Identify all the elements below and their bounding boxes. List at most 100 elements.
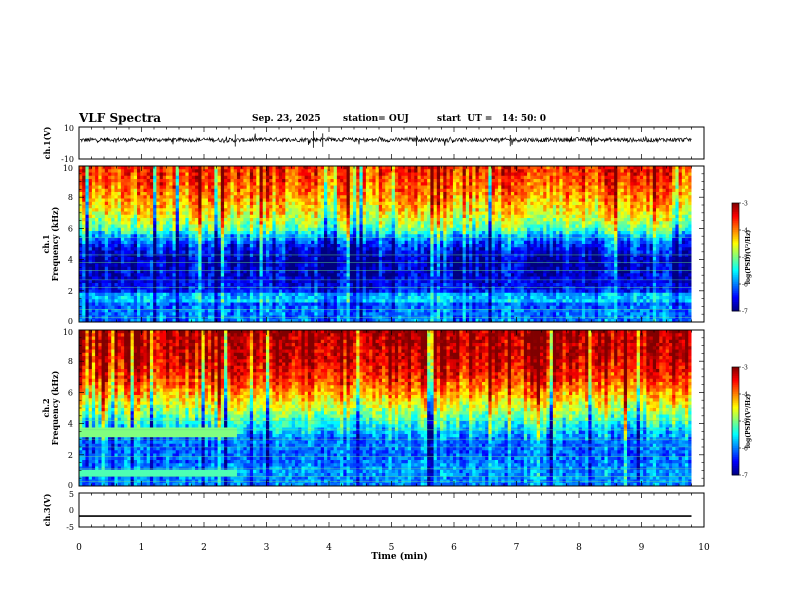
psd-cell (121, 176, 125, 180)
psd-cell (176, 251, 180, 255)
psd-cell (343, 202, 347, 206)
psd-cell (263, 306, 267, 310)
psd-cell (153, 260, 157, 264)
psd-cell (388, 208, 392, 212)
psd-cell (247, 228, 251, 232)
psd-cell (359, 257, 363, 261)
psd-cell (224, 182, 228, 186)
psd-cell (137, 247, 141, 251)
psd-cell (363, 244, 367, 248)
psd-cell (131, 234, 135, 238)
psd-cell (118, 182, 122, 186)
psd-cell (82, 264, 86, 268)
psd-cell (243, 179, 247, 183)
psd-cell (260, 286, 264, 290)
psd-cell (89, 195, 93, 199)
psd-cell (240, 192, 244, 196)
psd-cell (359, 247, 363, 251)
psd-cell (131, 296, 135, 300)
psd-cell (211, 267, 215, 271)
psd-cell (208, 231, 212, 235)
psd-cell (382, 225, 386, 229)
psd-cell (231, 251, 235, 255)
psd-cell (211, 215, 215, 219)
psd-cell (153, 286, 157, 290)
psd-cell (108, 286, 112, 290)
psd-cell (95, 273, 99, 277)
psd-cell (124, 195, 128, 199)
psd-cell (298, 273, 302, 277)
psd-cell (195, 267, 199, 271)
psd-cell (108, 244, 112, 248)
psd-cell (169, 303, 173, 307)
psd-cell (114, 225, 118, 229)
psd-cell (108, 218, 112, 222)
psd-cell (337, 296, 341, 300)
psd-cell (356, 225, 360, 229)
psd-cell (179, 182, 183, 186)
psd-cell (379, 202, 383, 206)
psd-cell (156, 205, 160, 209)
psd-cell (269, 202, 273, 206)
psd-cell (247, 293, 251, 297)
psd-cell (285, 264, 289, 268)
psd-cell (156, 182, 160, 186)
psd-cell (205, 247, 209, 251)
psd-cell (211, 208, 215, 212)
psd-cell (179, 234, 183, 238)
psd-cell (240, 293, 244, 297)
psd-cell (95, 182, 99, 186)
psd-cell (127, 231, 131, 235)
psd-cell (292, 228, 296, 232)
psd-cell (266, 189, 270, 193)
psd-cell (314, 228, 318, 232)
psd-cell (140, 251, 144, 255)
psd-cell (382, 189, 386, 193)
psd-cell (395, 257, 399, 261)
psd-cell (211, 264, 215, 268)
psd-cell (343, 169, 347, 173)
psd-cell (405, 189, 409, 193)
psd-cell (227, 254, 231, 258)
psd-cell (79, 283, 83, 287)
psd-cell (279, 241, 283, 245)
psd-cell (272, 283, 276, 287)
psd-cell (301, 231, 305, 235)
psd-cell (379, 283, 383, 287)
psd-cell (308, 290, 312, 294)
psd-cell (282, 215, 286, 219)
psd-cell (334, 234, 338, 238)
psd-cell (308, 234, 312, 238)
psd-cell (214, 257, 218, 261)
psd-cell (289, 186, 293, 190)
psd-cell (111, 212, 115, 216)
psd-cell (395, 247, 399, 251)
psd-cell (189, 195, 193, 199)
psd-cell (182, 228, 186, 232)
psd-cell (179, 173, 183, 177)
psd-cell (195, 215, 199, 219)
psd-cell (143, 205, 147, 209)
psd-cell (218, 173, 222, 177)
psd-cell (92, 306, 96, 310)
psd-cell (102, 286, 106, 290)
psd-cell (353, 280, 357, 284)
psd-cell (276, 241, 280, 245)
psd-cell (105, 296, 109, 300)
psd-cell (221, 199, 225, 203)
psd-cell (340, 215, 344, 219)
psd-cell (334, 312, 338, 316)
psd-cell (153, 306, 157, 310)
psd-cell (221, 286, 225, 290)
psd-cell (169, 231, 173, 235)
psd-cell (150, 286, 154, 290)
psd-cell (301, 251, 305, 255)
psd-cell (82, 234, 86, 238)
psd-cell (237, 182, 241, 186)
psd-cell (205, 293, 209, 297)
psd-cell (179, 299, 183, 303)
psd-cell (182, 251, 186, 255)
psd-cell (392, 234, 396, 238)
psd-cell (131, 293, 135, 297)
psd-cell (150, 179, 154, 183)
